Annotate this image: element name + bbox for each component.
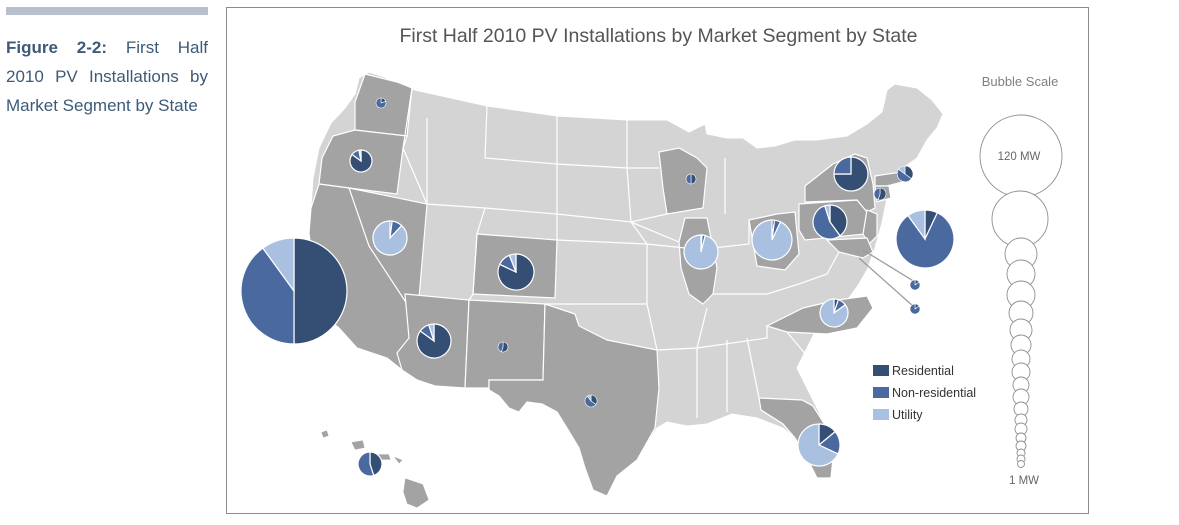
pie-hi xyxy=(357,451,383,477)
pie-oh xyxy=(751,219,793,261)
pie-de-non-residential xyxy=(909,279,921,291)
bubble-scale-circles xyxy=(979,114,1063,468)
pie-wi-non-residential xyxy=(685,173,692,185)
figure-caption: Figure 2-2: First Half 2010 PV Installat… xyxy=(6,33,208,120)
pie-ma xyxy=(896,165,914,183)
state-maryland xyxy=(825,237,874,259)
pie-nj xyxy=(895,209,955,269)
pie-ma-utility xyxy=(898,165,906,175)
legend-swatch-non-residential xyxy=(873,387,889,398)
pie-wi xyxy=(685,173,697,185)
bubble-scale-title: Bubble Scale xyxy=(982,74,1059,89)
bubble-scale-max-label: 120 MW xyxy=(998,151,1041,163)
pie-wa xyxy=(375,97,387,109)
pie-hi-residential xyxy=(369,451,383,477)
pie-or xyxy=(349,149,373,173)
pie-nc xyxy=(819,298,849,328)
pie-ca xyxy=(240,237,348,345)
pie-il-utility xyxy=(683,234,719,270)
pie-fl-utility xyxy=(797,423,839,467)
legend: Residential Non-residential Utility xyxy=(873,364,976,422)
pie-oh-utility xyxy=(751,219,793,261)
legend-swatch-utility xyxy=(873,409,889,420)
legend-label-utility: Utility xyxy=(892,408,923,422)
bubble-scale-min-label: 1 MW xyxy=(1009,475,1039,487)
pie-ca-utility xyxy=(262,237,295,293)
pie-tx xyxy=(584,394,598,408)
pie-nv xyxy=(372,220,408,256)
legend-swatch-residential xyxy=(873,365,889,376)
pie-ny-non-residential xyxy=(833,156,852,175)
pie-co-utility xyxy=(508,253,517,273)
pie-dc xyxy=(909,303,921,315)
pie-pa-residential xyxy=(829,204,848,237)
caption-line2: 2010 PV Installations by xyxy=(6,67,208,86)
pie-fl xyxy=(797,423,841,467)
pie-tx-utility xyxy=(587,394,592,402)
pie-dc-non-residential xyxy=(909,303,921,315)
pie-ma-non-residential xyxy=(896,168,912,183)
pie-nv-utility xyxy=(372,220,408,256)
figure-label: Figure 2-2: xyxy=(6,38,108,57)
pie-charts xyxy=(240,97,955,477)
highlighted-states xyxy=(308,73,911,497)
pie-ca-residential xyxy=(293,237,348,345)
pie-nm-non-residential xyxy=(497,341,504,353)
bubble-scale-circle-19 xyxy=(1017,460,1025,468)
pie-co xyxy=(497,253,535,291)
pie-tx-non-residential xyxy=(584,395,597,408)
caption-line1: First Half xyxy=(125,38,208,57)
pie-ct-non-residential xyxy=(873,187,881,201)
state-new-jersey xyxy=(862,209,878,245)
pie-or-utility xyxy=(358,149,362,162)
pie-ca-non-residential xyxy=(240,247,295,345)
pie-hi-non-residential xyxy=(357,451,375,477)
legend-label-non-residential: Non-residential xyxy=(892,386,976,400)
map-title: First Half 2010 PV Installations by Mark… xyxy=(399,25,918,47)
pie-ny xyxy=(833,156,869,192)
pie-pa-utility xyxy=(823,204,831,223)
pie-az-utility xyxy=(427,323,435,342)
map-frame: First Half 2010 PV Installations by Mark… xyxy=(226,7,1089,514)
pie-nj-non-residential xyxy=(895,211,955,269)
pie-wa-non-residential xyxy=(375,97,387,109)
pie-nj-utility xyxy=(907,209,926,241)
legend-label-residential: Residential xyxy=(892,364,954,378)
state-wisconsin xyxy=(658,147,708,215)
state-texas xyxy=(488,303,660,497)
us-map: Bubble Scale 120 MW 1 MW Residential Non… xyxy=(240,71,1063,509)
pie-de xyxy=(909,279,921,291)
leader-lines xyxy=(858,249,916,307)
pie-pa-non-residential xyxy=(812,205,841,240)
pie-pa xyxy=(812,204,848,240)
pie-nc-utility xyxy=(819,298,849,328)
caption-rule xyxy=(6,7,208,15)
pie-ct xyxy=(873,187,887,201)
state-borders xyxy=(402,87,840,418)
caption-line3: Market Segment by State xyxy=(6,96,198,115)
pie-az xyxy=(416,323,452,359)
pie-nm xyxy=(497,341,509,353)
pie-il xyxy=(683,234,719,270)
